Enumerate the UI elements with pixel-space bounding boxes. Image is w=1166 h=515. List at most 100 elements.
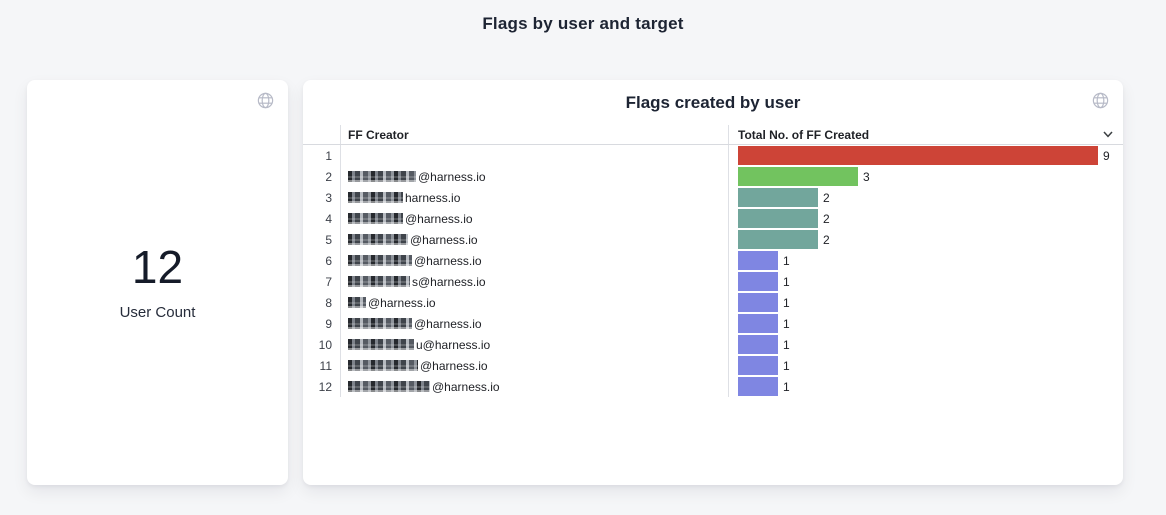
- bar-cell: 2: [729, 229, 1123, 250]
- row-index: 4: [325, 211, 332, 226]
- bar-value-label: 3: [863, 169, 870, 184]
- user-count-value: 12: [131, 241, 184, 293]
- row-index: 9: [325, 316, 332, 331]
- bar-value-label: 2: [823, 232, 830, 247]
- redacted-username: [348, 192, 403, 203]
- redacted-username: [348, 360, 418, 371]
- redacted-username: [348, 255, 412, 266]
- table-row[interactable]: 7 s@harness.io 1: [303, 271, 1123, 292]
- bar[interactable]: [738, 272, 778, 291]
- flags-created-card: Flags created by user FF Creator Total N…: [303, 80, 1123, 485]
- bar-value-label: 1: [783, 379, 790, 394]
- bar-cell: 1: [729, 292, 1123, 313]
- bar[interactable]: [738, 293, 778, 312]
- table-row[interactable]: 5 @harness.io 2: [303, 229, 1123, 250]
- redacted-username: [348, 297, 366, 308]
- ff-creator-cell: @harness.io: [340, 166, 729, 187]
- bar-value-label: 2: [823, 211, 830, 226]
- bar[interactable]: [738, 188, 818, 207]
- total-ff-created-header[interactable]: Total No. of FF Created: [729, 125, 1123, 144]
- bar[interactable]: [738, 356, 778, 375]
- row-index: 6: [325, 253, 332, 268]
- row-index: 11: [319, 358, 332, 373]
- bar-cell: 2: [729, 208, 1123, 229]
- user-count-card: 12 User Count: [27, 80, 288, 485]
- globe-icon[interactable]: [256, 91, 275, 110]
- bar-cell: 2: [729, 187, 1123, 208]
- table-row[interactable]: 2 @harness.io 3: [303, 166, 1123, 187]
- ff-creator-cell: @harness.io: [340, 313, 729, 334]
- creator-suffix: @harness.io: [414, 316, 482, 331]
- ff-creator-cell: @harness.io: [340, 355, 729, 376]
- row-index: 10: [318, 337, 332, 352]
- bar-cell: 1: [729, 271, 1123, 292]
- bar-value-label: 1: [783, 337, 790, 352]
- ff-creator-cell: [340, 145, 729, 166]
- bar-cell: 1: [729, 355, 1123, 376]
- bar-value-label: 1: [783, 295, 790, 310]
- creator-suffix: harness.io: [405, 190, 461, 205]
- bar-cell: 3: [729, 166, 1123, 187]
- chevron-down-icon[interactable]: [1102, 130, 1114, 139]
- bar-cell: 1: [729, 313, 1123, 334]
- bar[interactable]: [738, 335, 778, 354]
- bar-value-label: 2: [823, 190, 830, 205]
- creator-suffix: @harness.io: [414, 253, 482, 268]
- scorecard: 12 User Count: [27, 242, 288, 321]
- page-title: Flags by user and target: [482, 14, 684, 33]
- ff-creator-header[interactable]: FF Creator: [340, 125, 729, 144]
- table-row[interactable]: 6 @harness.io 1: [303, 250, 1123, 271]
- bar[interactable]: [738, 209, 818, 228]
- bar-value-label: 1: [783, 316, 790, 331]
- row-index: 8: [325, 295, 332, 310]
- ff-creator-cell: @harness.io: [340, 376, 729, 397]
- bar-cell: 1: [729, 250, 1123, 271]
- row-index: 5: [325, 232, 332, 247]
- row-index: 7: [325, 274, 332, 289]
- table-row[interactable]: 9 @harness.io 1: [303, 313, 1123, 334]
- bar-value-label: 9: [1103, 148, 1110, 163]
- creator-suffix: @harness.io: [410, 232, 478, 247]
- bar-cell: 1: [729, 376, 1123, 397]
- table-row[interactable]: 12 @harness.io 1: [303, 376, 1123, 397]
- redacted-username: [348, 339, 414, 350]
- row-index: 3: [325, 190, 332, 205]
- ff-creator-cell: @harness.io: [340, 208, 729, 229]
- creator-suffix: s@harness.io: [412, 274, 486, 289]
- bar[interactable]: [738, 230, 818, 249]
- bar[interactable]: [738, 167, 858, 186]
- creator-suffix: @harness.io: [418, 169, 486, 184]
- redacted-username: [348, 381, 430, 392]
- table-row[interactable]: 11 @harness.io 1: [303, 355, 1123, 376]
- bar[interactable]: [738, 146, 1098, 165]
- cards-row: 12 User Count Flags created by user FF C…: [0, 80, 1166, 485]
- table-body: 1 9 2 @harness.io 3 3 harness.io 2 4 @: [303, 145, 1123, 397]
- redacted-username: [348, 171, 416, 182]
- bar[interactable]: [738, 377, 778, 396]
- ff-creator-cell: s@harness.io: [340, 271, 729, 292]
- creator-suffix: u@harness.io: [416, 337, 491, 352]
- row-index: 12: [318, 379, 332, 394]
- bar-value-label: 1: [783, 274, 790, 289]
- total-ff-created-header-label: Total No. of FF Created: [738, 127, 870, 142]
- table-row[interactable]: 10 u@harness.io 1: [303, 334, 1123, 355]
- ff-creator-cell: @harness.io: [340, 292, 729, 313]
- creator-suffix: @harness.io: [420, 358, 488, 373]
- redacted-username: [348, 318, 412, 329]
- bar[interactable]: [738, 251, 778, 270]
- row-number-header: [303, 125, 340, 144]
- ff-creator-cell: harness.io: [340, 187, 729, 208]
- creator-suffix: @harness.io: [405, 211, 473, 226]
- table-row[interactable]: 8 @harness.io 1: [303, 292, 1123, 313]
- table-row[interactable]: 1 9: [303, 145, 1123, 166]
- globe-icon[interactable]: [1091, 91, 1110, 110]
- creator-suffix: @harness.io: [368, 295, 436, 310]
- table-row[interactable]: 3 harness.io 2: [303, 187, 1123, 208]
- redacted-username: [348, 276, 410, 287]
- bar[interactable]: [738, 314, 778, 333]
- dashboard-page: Flags by user and target 12 User Count: [0, 14, 1166, 485]
- table-row[interactable]: 4 @harness.io 2: [303, 208, 1123, 229]
- redacted-username: [348, 213, 403, 224]
- creator-suffix: @harness.io: [432, 379, 500, 394]
- ff-creator-cell: @harness.io: [340, 250, 729, 271]
